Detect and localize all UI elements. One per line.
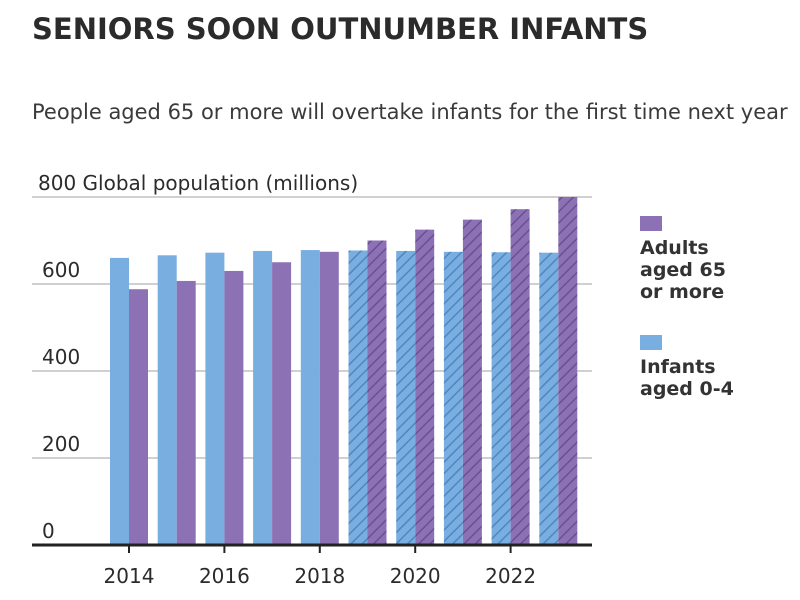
bar-seniors-2019: [367, 240, 387, 545]
bar-seniors-2018: [319, 251, 339, 545]
bar-infants-2017: [253, 250, 273, 545]
y-tick-label: 800 Global population (millions): [38, 171, 358, 195]
legend-label-line: aged 0-4: [640, 378, 734, 400]
axes: 0 200 400 600 800 Global population (million…: [32, 171, 592, 588]
bar-seniors-2015: [176, 280, 196, 545]
bar-infants-2019: [348, 250, 368, 545]
bar-seniors-2016: [224, 270, 244, 545]
legend-swatch: [640, 216, 662, 231]
bar-infants-2014: [110, 257, 129, 545]
bar-infants-2020: [396, 250, 416, 545]
legend-label-line: aged 65: [640, 259, 726, 281]
chart-title: SENIORS SOON OUTNUMBER INFANTS: [32, 12, 649, 46]
y-tick-label: 200: [42, 432, 80, 456]
bar-seniors-2022: [510, 209, 530, 545]
bar-infants-2016: [205, 252, 225, 545]
x-tick-label: 2016: [199, 564, 250, 588]
x-tick-label: 2018: [294, 564, 345, 588]
x-tick-label: 2020: [390, 564, 441, 588]
legend-label-line: Infants: [640, 356, 716, 378]
legend: Adults aged 65 or more Infants aged 0-4: [640, 216, 734, 400]
legend-label-line: or more: [640, 281, 724, 303]
x-tick-label: 2014: [104, 564, 155, 588]
x-tick-label: 2022: [485, 564, 536, 588]
bar-infants-2015: [157, 255, 177, 546]
bar-infants-2021: [443, 251, 463, 545]
y-tick-label: 600: [42, 258, 80, 282]
bars: [110, 197, 578, 546]
bar-seniors-2023: [558, 197, 578, 545]
bar-seniors-2020: [415, 229, 435, 545]
legend-label-line: Adults: [640, 237, 709, 259]
bar-infants-2022: [491, 252, 511, 545]
y-tick-label: 400: [42, 345, 80, 369]
bar-infants-2023: [539, 252, 559, 545]
y-tick-label: 0: [42, 519, 55, 543]
chart-subtitle: People aged 65 or more will overtake inf…: [32, 100, 788, 124]
bar-seniors-2021: [462, 219, 482, 545]
bar-infants-2018: [300, 250, 320, 545]
legend-label: Adults aged 65 or more: [640, 237, 726, 303]
bar-seniors-2014: [129, 289, 148, 545]
bar-seniors-2017: [272, 262, 292, 545]
legend-swatch: [640, 335, 662, 350]
legend-label: Infants aged 0-4: [640, 356, 734, 400]
